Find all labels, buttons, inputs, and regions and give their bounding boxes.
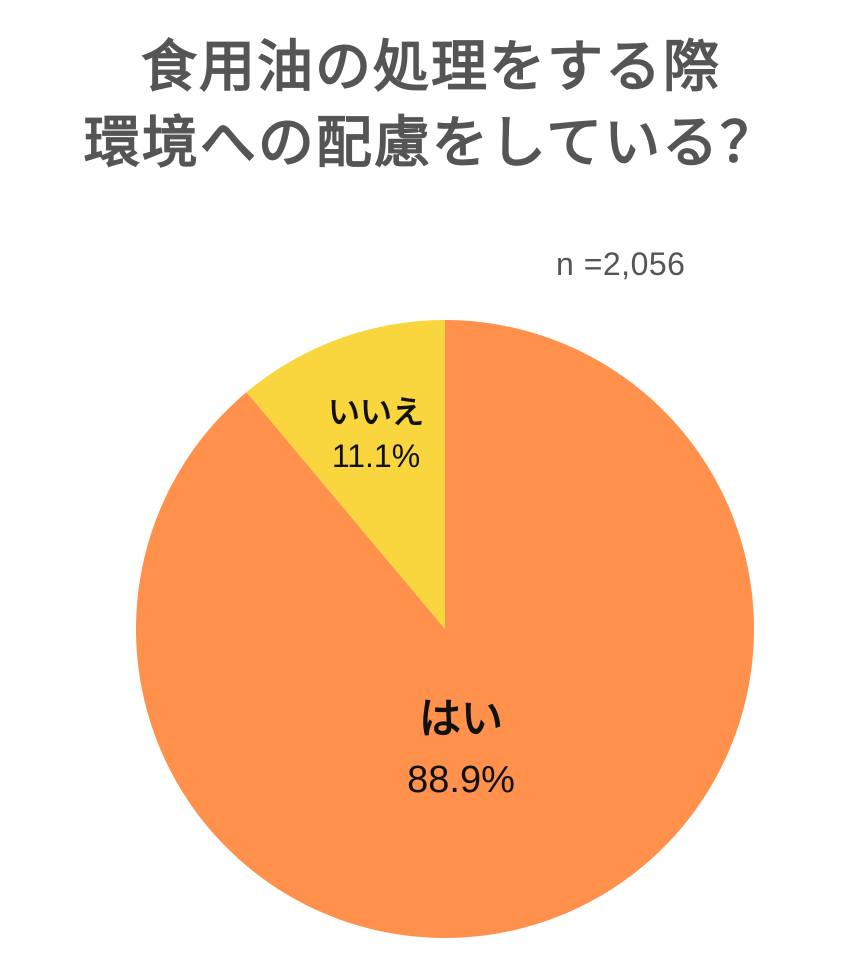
pie-slice-no	[246, 320, 445, 629]
slice-label-no: いいえ	[328, 393, 424, 431]
pie-slices	[135, 320, 755, 938]
chart-title-line-2: 環境への配慮をしている？	[83, 111, 779, 176]
chart-title-line-1: 食用油の処理をする際	[141, 35, 721, 100]
slice-label-yes: はい	[419, 694, 503, 743]
sample-size-note: n =2,056	[556, 246, 686, 282]
chart-title: 食用油の処理をする際 環境への配慮をしている？	[0, 30, 862, 182]
slice-percent-no: 11.1%	[332, 438, 420, 474]
pie-labels: はい 88.9% いいえ 11.1%	[328, 393, 515, 801]
pie-slice-yes	[135, 320, 755, 938]
slice-percent-yes: 88.9%	[407, 759, 515, 801]
